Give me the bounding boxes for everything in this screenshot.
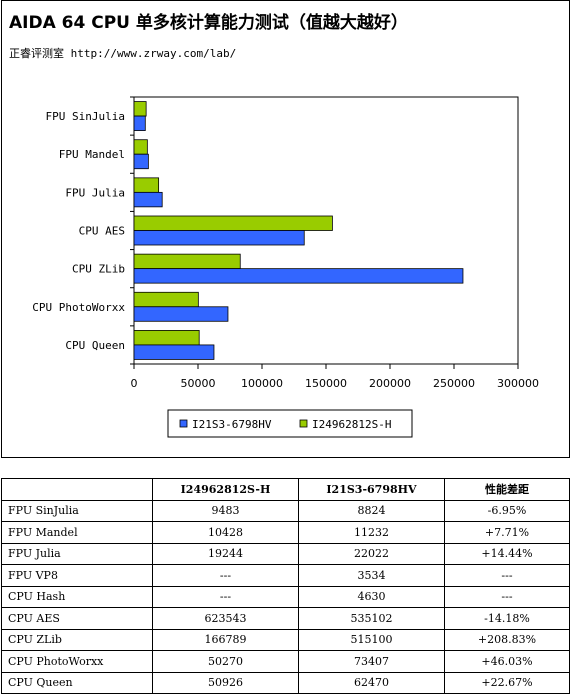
table-row: CPU AES 623543 535102 -14.18% — [1, 607, 570, 630]
header-test — [1, 478, 153, 501]
header-performance-gap: 性能差距 — [444, 478, 570, 501]
bar-i21s3-6798hv — [133, 306, 229, 322]
legend-box — [167, 409, 413, 438]
row-score-value: 19244 — [152, 542, 299, 565]
table-row: FPU Mandel 10428 11232 +7.71% — [1, 521, 570, 544]
row-score-value: 166789 — [152, 628, 299, 651]
x-tick-label: 250000 — [433, 377, 475, 390]
bar-chart: AIDA 64 CPU 单多核计算能力测试（值越大越好） 正睿评测室 http:/… — [9, 12, 539, 438]
row-score-value: 11232 — [298, 521, 445, 544]
row-test-name: FPU SinJulia — [1, 499, 153, 522]
category-label: CPU Queen — [65, 339, 125, 352]
x-tick-label: 300000 — [497, 377, 539, 390]
row-score-value: --- — [152, 585, 299, 608]
x-tick-label: 0 — [131, 377, 138, 390]
row-test-name: CPU AES — [1, 607, 153, 630]
category-label: CPU ZLib — [72, 263, 125, 276]
row-test-name: FPU Julia — [1, 542, 153, 565]
table-header-row: I24962812S-H I21S3-6798HV 性能差距 — [1, 478, 570, 501]
category-label: FPU Julia — [65, 186, 125, 199]
bar-i21s3-6798hv — [133, 115, 146, 131]
row-score-value: 73407 — [298, 650, 445, 673]
row-score-value: 4630 — [298, 585, 445, 608]
category-label: FPU SinJulia — [46, 110, 125, 123]
row-score-value: 62470 — [298, 671, 445, 694]
table-row: CPU ZLib 166789 515100 +208.83% — [1, 628, 570, 651]
chart-subtitle: 正睿评测室 http://www.zrway.com/lab/ — [9, 46, 236, 60]
category-label: CPU AES — [79, 225, 125, 238]
bar-i21s3-6798hv — [133, 268, 464, 284]
row-score-value: 515100 — [298, 628, 445, 651]
row-score-value: 9483 — [152, 499, 299, 522]
row-gap-value: +46.03% — [444, 650, 570, 673]
row-test-name: FPU VP8 — [1, 564, 153, 587]
row-gap-value: +14.44% — [444, 542, 570, 565]
bar-i24962812s-h — [133, 139, 148, 155]
table-row: CPU PhotoWorxx 50270 73407 +46.03% — [1, 650, 570, 673]
x-tick-label: 200000 — [369, 377, 411, 390]
legend-label: I21S3-6798HV — [192, 418, 272, 431]
bar-i21s3-6798hv — [133, 230, 305, 246]
row-gap-value: -14.18% — [444, 607, 570, 630]
bar-i24962812s-h — [133, 291, 199, 308]
row-test-name: CPU PhotoWorxx — [1, 650, 153, 673]
row-gap-value: +7.71% — [444, 521, 570, 544]
x-tick-label: 50000 — [181, 377, 216, 390]
bar-i21s3-6798hv — [133, 153, 149, 170]
legend-label: I24962812S-H — [312, 418, 391, 431]
bar-i24962812s-h — [133, 330, 200, 346]
row-score-value: 10428 — [152, 521, 299, 544]
row-score-value: 22022 — [298, 542, 445, 565]
row-score-value: --- — [152, 564, 299, 587]
row-score-value: 50270 — [152, 650, 299, 673]
row-score-value: 535102 — [298, 607, 445, 630]
chart-title: AIDA 64 CPU 单多核计算能力测试（值越大越好） — [9, 12, 408, 33]
bar-i24962812s-h — [133, 177, 160, 193]
row-gap-value: --- — [444, 585, 570, 608]
row-test-name: CPU Hash — [1, 585, 153, 608]
bar-i21s3-6798hv — [133, 344, 215, 360]
row-score-value: 8824 — [298, 499, 445, 522]
row-score-value: 3534 — [298, 564, 445, 587]
x-tick-label: 150000 — [305, 377, 347, 390]
bar-i24962812s-h — [133, 253, 241, 270]
table-row: FPU Julia 19244 22022 +14.44% — [1, 542, 570, 565]
legend-swatch — [299, 419, 308, 428]
row-test-name: FPU Mandel — [1, 521, 153, 544]
table-row: FPU VP8 --- 3534 --- — [1, 564, 570, 587]
header-i24962812s-h: I24962812S-H — [152, 478, 299, 501]
bar-i21s3-6798hv — [133, 191, 163, 208]
bar-i24962812s-h — [133, 215, 333, 231]
row-test-name: CPU ZLib — [1, 628, 153, 651]
row-gap-value: --- — [444, 564, 570, 587]
row-gap-value: +208.83% — [444, 628, 570, 651]
row-score-value: 623543 — [152, 607, 299, 630]
category-label: CPU PhotoWorxx — [32, 301, 125, 314]
row-gap-value: +22.67% — [444, 671, 570, 694]
bar-i24962812s-h — [133, 101, 147, 117]
x-tick-label: 100000 — [241, 377, 283, 390]
chart-panel: AIDA 64 CPU 单多核计算能力测试（值越大越好） 正睿评测室 http:/… — [1, 0, 570, 458]
category-label: FPU Mandel — [59, 148, 125, 161]
header-i21s3-6798hv: I21S3-6798HV — [298, 478, 445, 501]
row-score-value: 50926 — [152, 671, 299, 694]
legend-swatch — [179, 419, 188, 428]
table-row: FPU SinJulia 9483 8824 -6.95% — [1, 499, 570, 522]
benchmark-table: I24962812S-H I21S3-6798HV 性能差距 FPU SinJu… — [1, 478, 570, 694]
table-row: CPU Queen 50926 62470 +22.67% — [1, 671, 570, 694]
row-test-name: CPU Queen — [1, 671, 153, 694]
row-gap-value: -6.95% — [444, 499, 570, 522]
table-row: CPU Hash --- 4630 --- — [1, 585, 570, 608]
